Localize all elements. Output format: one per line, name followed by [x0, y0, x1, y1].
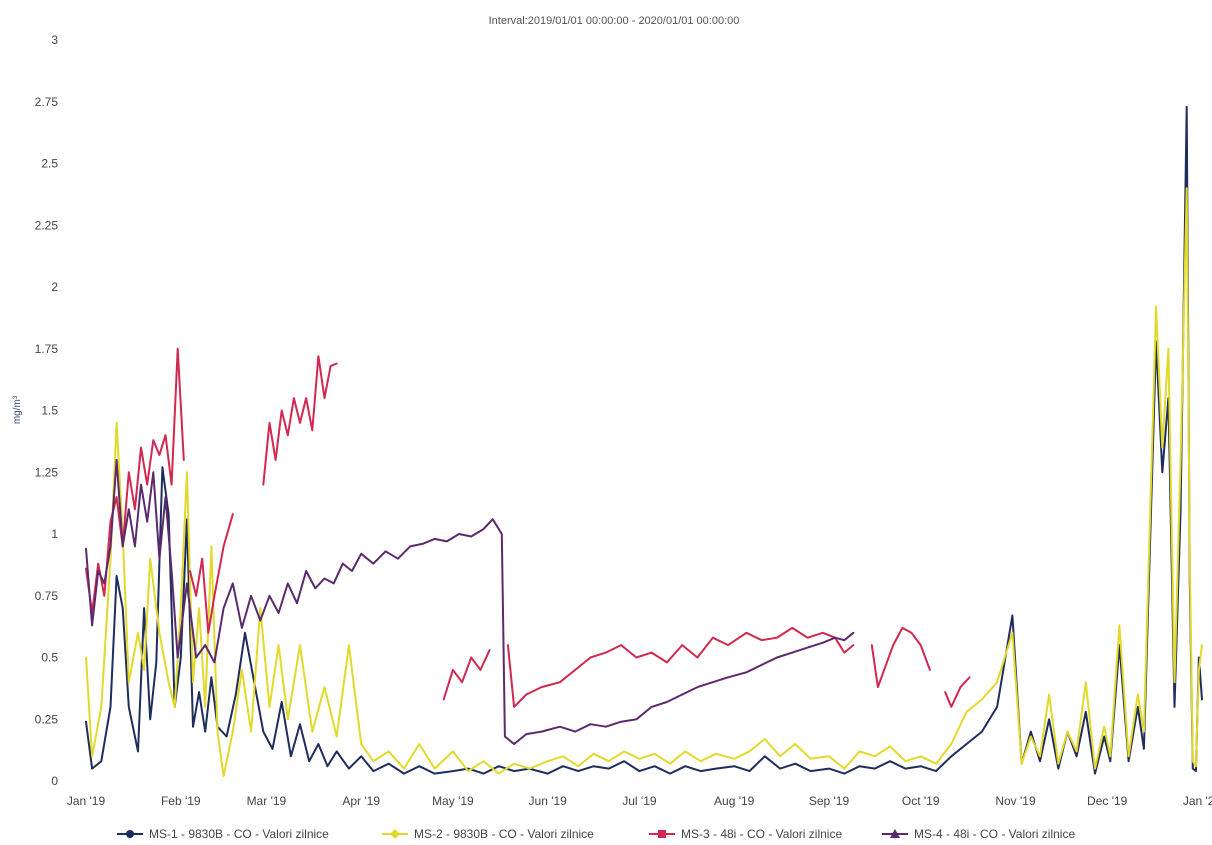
- x-tick-label: Apr '19: [342, 794, 380, 808]
- chart-title: Interval:2019/01/01 00:00:00 - 2020/01/0…: [489, 15, 740, 27]
- series-line-ms3: [189, 513, 234, 634]
- y-tick-label: 1.75: [35, 342, 59, 356]
- y-tick-label: 0.5: [41, 651, 58, 665]
- y-tick-label: 0: [51, 774, 58, 788]
- y-tick-label: 2.75: [35, 95, 59, 109]
- series-lines: [85, 105, 1203, 778]
- x-tick-label: Aug '19: [714, 794, 755, 808]
- x-tick-label: Oct '19: [902, 794, 940, 808]
- x-tick-label: Feb '19: [161, 794, 201, 808]
- series-line-ms3: [85, 347, 185, 614]
- legend-marker-square-icon: [658, 830, 666, 838]
- y-tick-label: 3: [51, 33, 58, 47]
- y-tick-label: 1: [51, 527, 58, 541]
- x-tick-label: Dec '19: [1087, 794, 1128, 808]
- y-tick-label: 1.25: [35, 465, 59, 479]
- y-tick-label: 2.25: [35, 218, 59, 232]
- legend-label-ms2: MS-2 - 9830B - CO - Valori zilnice: [414, 827, 594, 841]
- y-tick-label: 0.25: [35, 712, 59, 726]
- series-line-ms2: [85, 187, 1203, 778]
- series-line-ms3: [506, 626, 855, 708]
- x-tick-label: May '19: [432, 794, 474, 808]
- y-tick-label: 0.75: [35, 589, 59, 603]
- series-line-ms3: [944, 676, 971, 708]
- legend-label-ms4: MS-4 - 48i - CO - Valori zilnice: [914, 827, 1075, 841]
- series-line-ms3: [442, 649, 491, 701]
- y-axis-ticks: 0 0.25 0.5 0.75 1 1.25 1.5 1.75 2 2.25 2.5 2.75 3: [35, 33, 59, 788]
- x-tick-label: Jul '19: [622, 794, 657, 808]
- y-tick-label: 2.5: [41, 157, 58, 171]
- x-tick-label: Jan '19: [67, 794, 106, 808]
- legend-marker-circle-icon: [126, 830, 134, 838]
- y-tick-label: 2: [51, 280, 58, 294]
- legend-marker-triangle-icon: [890, 829, 900, 838]
- y-tick-label: 1.5: [41, 404, 58, 418]
- x-tick-label: Jan '20: [1183, 794, 1212, 808]
- x-tick-label: Sep '19: [809, 794, 850, 808]
- series-line-ms4: [85, 458, 855, 745]
- series-line-ms1: [85, 105, 1203, 775]
- series-line-ms3: [262, 355, 338, 486]
- y-axis-label: mg/m³: [12, 395, 23, 424]
- legend: MS-1 - 9830B - CO - Valori zilnice MS-2 -…: [117, 827, 1075, 841]
- legend-label-ms1: MS-1 - 9830B - CO - Valori zilnice: [149, 827, 329, 841]
- series-line-ms3: [870, 626, 931, 689]
- x-tick-label: Mar '19: [247, 794, 287, 808]
- legend-marker-diamond-icon: [390, 829, 400, 839]
- x-tick-label: Nov '19: [995, 794, 1036, 808]
- legend-label-ms3: MS-3 - 48i - CO - Valori zilnice: [681, 827, 842, 841]
- x-axis-ticks: Jan '19 Feb '19 Mar '19 Apr '19 May '19 Jun '…: [67, 794, 1212, 808]
- x-tick-label: Jun '19: [529, 794, 568, 808]
